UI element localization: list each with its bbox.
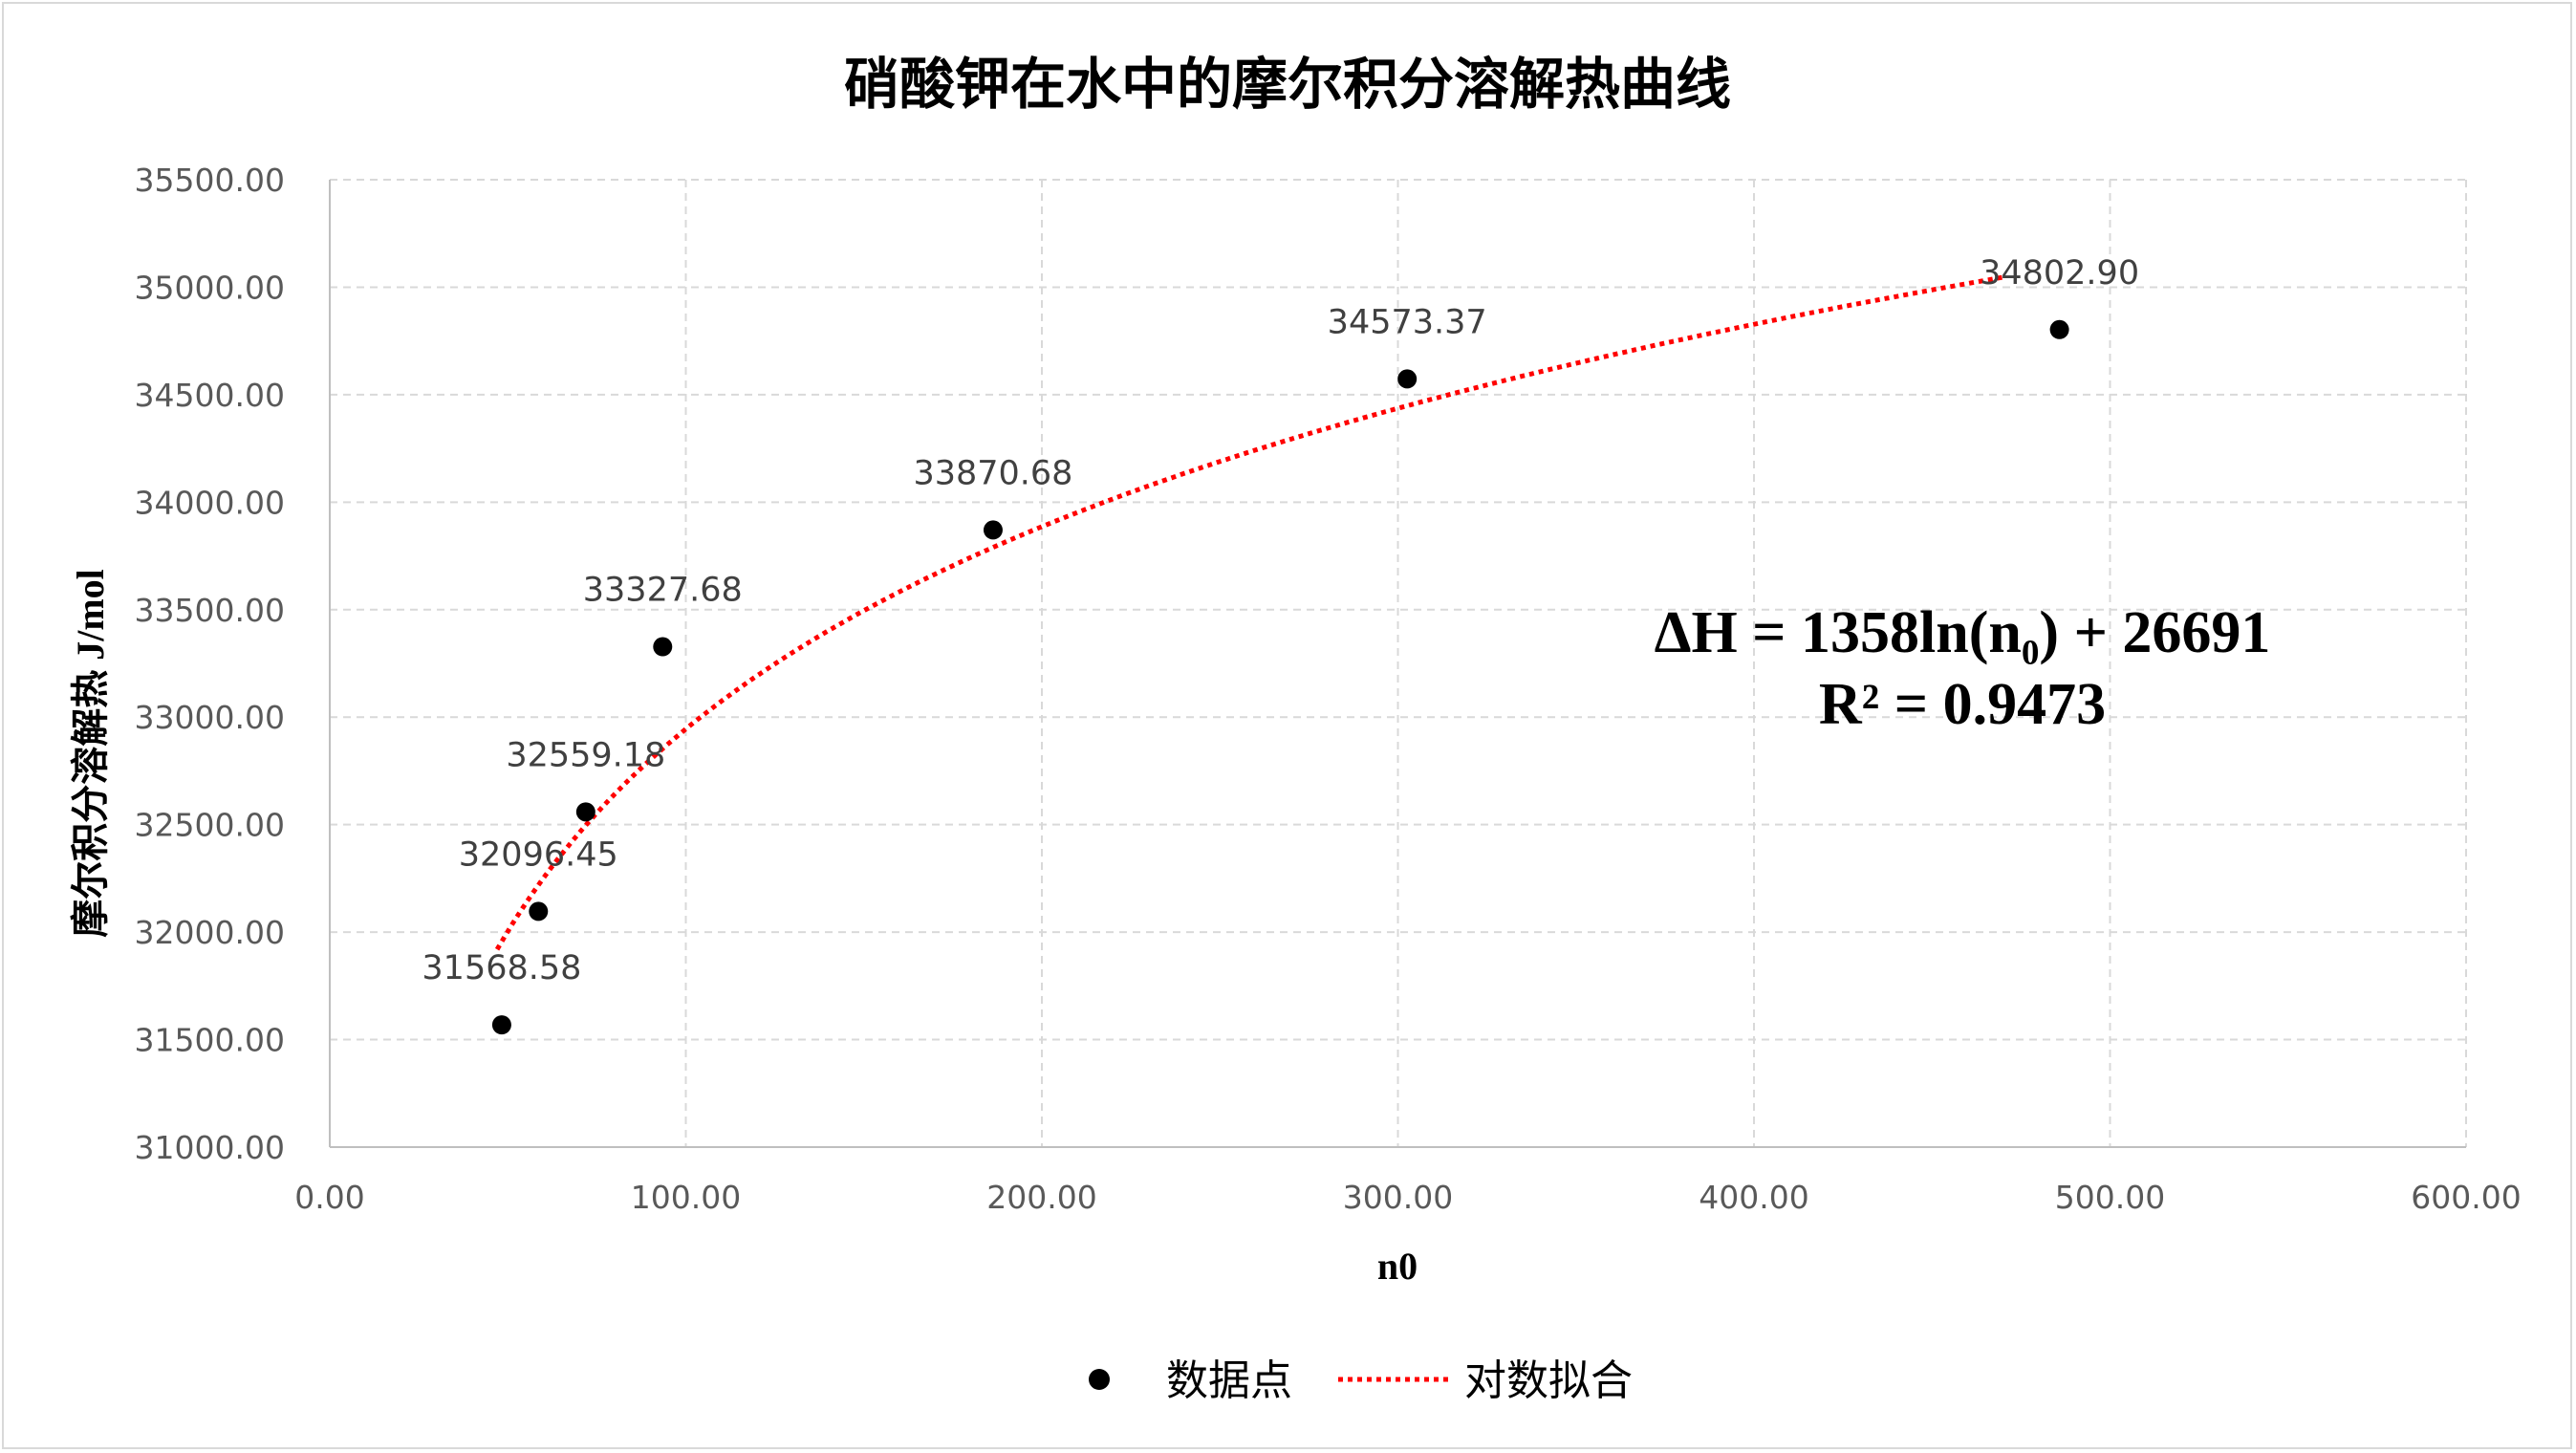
x-axis-ticks: 0.00 100.00 200.00 300.00 400.00 500.00 600.00	[294, 1179, 2521, 1216]
x-tick-label: 300.00	[1343, 1179, 1453, 1216]
axes	[329, 180, 2466, 1148]
x-tick-label: 0.00	[294, 1179, 364, 1216]
y-tick-label: 33500.00	[135, 592, 285, 629]
data-label: 34573.37	[1328, 303, 1487, 341]
x-tick-label: 500.00	[2055, 1179, 2165, 1216]
data-point	[653, 637, 673, 657]
y-tick-label: 31500.00	[135, 1022, 285, 1059]
y-tick-label: 32000.00	[135, 914, 285, 951]
data-point	[491, 1015, 511, 1035]
y-tick-label: 34500.00	[135, 377, 285, 414]
chart-title: 硝酸钾在水中的摩尔积分溶解热曲线	[844, 52, 1731, 117]
data-labels: 31568.58 32096.45 32559.18 33327.68 33870.68…	[422, 254, 2139, 987]
y-axis-title: 摩尔积分溶解热 J/mol	[69, 569, 112, 938]
y-tick-label: 32500.00	[135, 807, 285, 844]
legend-label-fit: 对数拟合	[1464, 1356, 1633, 1405]
data-label: 31568.58	[422, 949, 581, 987]
x-tick-label: 400.00	[1699, 1179, 1808, 1216]
data-point	[1397, 369, 1418, 389]
x-tick-label: 600.00	[2411, 1179, 2521, 1216]
data-label: 33327.68	[583, 572, 743, 610]
y-tick-label: 31000.00	[135, 1129, 285, 1166]
data-label: 32096.45	[459, 835, 618, 874]
fit-equation: ΔH = 1358ln(n₀) + 26691	[1655, 600, 2271, 665]
data-points-series	[491, 319, 2069, 1035]
y-tick-label: 35500.00	[135, 162, 285, 199]
data-label: 34802.90	[1980, 254, 2139, 293]
fit-r-squared: R² = 0.9473	[1819, 672, 2106, 737]
legend: 数据点 对数拟合	[1089, 1356, 1633, 1405]
data-point	[575, 802, 595, 822]
legend-marker-points	[1089, 1369, 1110, 1390]
y-tick-label: 34000.00	[135, 484, 285, 521]
y-tick-label: 33000.00	[135, 699, 285, 736]
x-axis-title: n0	[1377, 1245, 1418, 1288]
data-point	[529, 901, 549, 922]
y-axis-ticks: 31000.00 31500.00 32000.00 32500.00 33000.00…	[135, 162, 285, 1166]
data-label: 33870.68	[913, 454, 1072, 492]
data-point	[983, 520, 1003, 540]
x-tick-label: 100.00	[631, 1179, 741, 1216]
data-label: 32559.18	[506, 736, 665, 774]
grid	[330, 179, 2467, 1147]
legend-label-points: 数据点	[1166, 1356, 1292, 1405]
y-tick-label: 35000.00	[135, 269, 285, 306]
data-point	[2049, 319, 2069, 339]
x-tick-label: 200.00	[986, 1179, 1096, 1216]
